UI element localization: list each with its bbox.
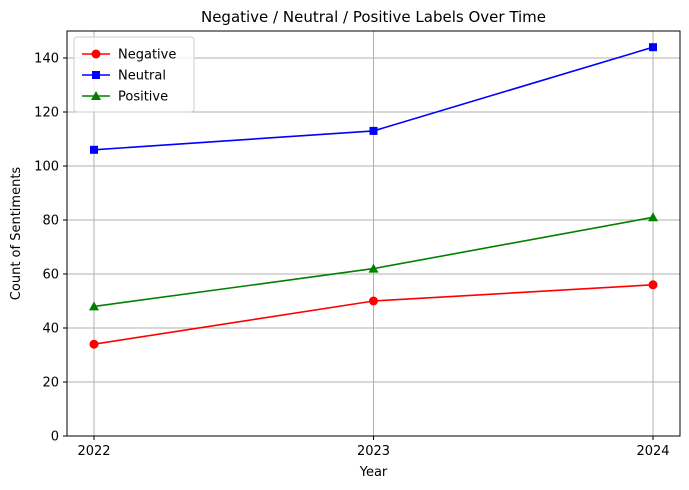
y-tick-label: 0 bbox=[51, 430, 59, 445]
legend: Negative Neutral Positive bbox=[73, 36, 195, 113]
legend-marker-positive bbox=[91, 91, 101, 100]
data-point-positive bbox=[368, 263, 379, 273]
y-tick-label: 40 bbox=[42, 322, 59, 337]
x-tick-label: 2022 bbox=[77, 444, 110, 459]
data-point-positive bbox=[648, 212, 658, 222]
series-positive bbox=[89, 212, 658, 311]
y-tick-label: 140 bbox=[34, 52, 59, 67]
x-axis-title: Year bbox=[359, 465, 388, 480]
chart-title: Negative / Neutral / Positive Labels Ove… bbox=[201, 8, 546, 26]
y-tick-label: 20 bbox=[42, 376, 59, 391]
y-tick-label: 80 bbox=[42, 214, 59, 229]
y-tick-label: 60 bbox=[42, 268, 59, 283]
y-tick-label: 120 bbox=[34, 106, 59, 121]
data-point-neutral bbox=[369, 126, 378, 135]
legend-label-negative: Negative bbox=[118, 48, 176, 63]
series-negative bbox=[89, 280, 658, 349]
y-axis-title: Count of Sentiments bbox=[9, 167, 24, 301]
series-lines bbox=[89, 43, 658, 349]
data-point-positive bbox=[89, 301, 99, 311]
data-point-neutral bbox=[90, 145, 98, 154]
x-tick-label: 2024 bbox=[636, 444, 669, 459]
y-tick-label: 100 bbox=[34, 160, 59, 175]
legend-marker-neutral bbox=[92, 71, 100, 79]
data-point-negative bbox=[89, 339, 99, 349]
x-tick-label: 2023 bbox=[357, 444, 390, 459]
data-point-neutral bbox=[649, 43, 657, 52]
legend-box bbox=[73, 36, 195, 113]
data-point-negative bbox=[369, 296, 378, 306]
legend-marker-negative bbox=[91, 49, 101, 59]
legend-label-neutral: Neutral bbox=[118, 69, 166, 84]
series-neutral bbox=[90, 43, 657, 154]
legend-label-positive: Positive bbox=[118, 90, 168, 105]
data-point-negative bbox=[648, 280, 658, 290]
axis-ticks: 0 20 40 60 80 100 120 140 2022 2023 2024 bbox=[34, 52, 669, 460]
